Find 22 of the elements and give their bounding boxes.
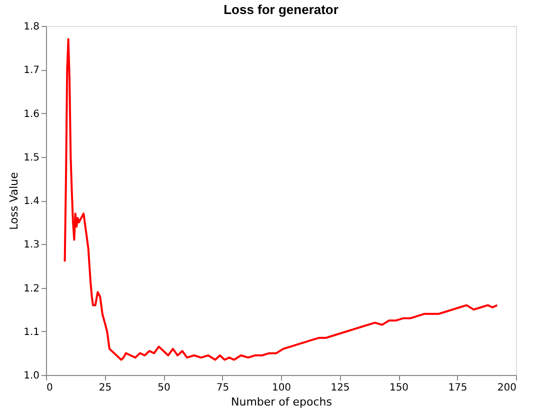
chart-title: Loss for generator: [224, 2, 338, 17]
x-tick-label: 175: [448, 382, 468, 394]
y-tick-label: 1.1: [24, 326, 40, 338]
x-tick-label: 25: [98, 382, 112, 394]
x-tick-label: 150: [389, 382, 409, 394]
y-axis-title: Loss Value: [8, 172, 21, 230]
x-tick-label: 100: [272, 382, 292, 394]
x-tick-label: 50: [158, 382, 170, 394]
x-tick-label: 0: [46, 382, 53, 394]
x-tick-label: 125: [330, 382, 350, 394]
y-tick-label: 1.3: [24, 240, 40, 251]
y-tick-label: 1.6: [24, 108, 40, 120]
y-tick-label: 1.8: [24, 22, 40, 32]
y-tick-label: 1.7: [24, 65, 40, 76]
x-axis-title: Number of epochs: [230, 396, 332, 408]
x-tick-label: 200: [497, 382, 516, 394]
y-tick-label: 1.0: [24, 370, 40, 382]
y-tick-label: 1.4: [24, 196, 40, 207]
y-tick-label: 1.2: [24, 283, 40, 294]
x-tick-label: 75: [216, 382, 230, 394]
y-tick-label: 1.5: [24, 152, 40, 164]
line-series: [64, 38, 498, 361]
